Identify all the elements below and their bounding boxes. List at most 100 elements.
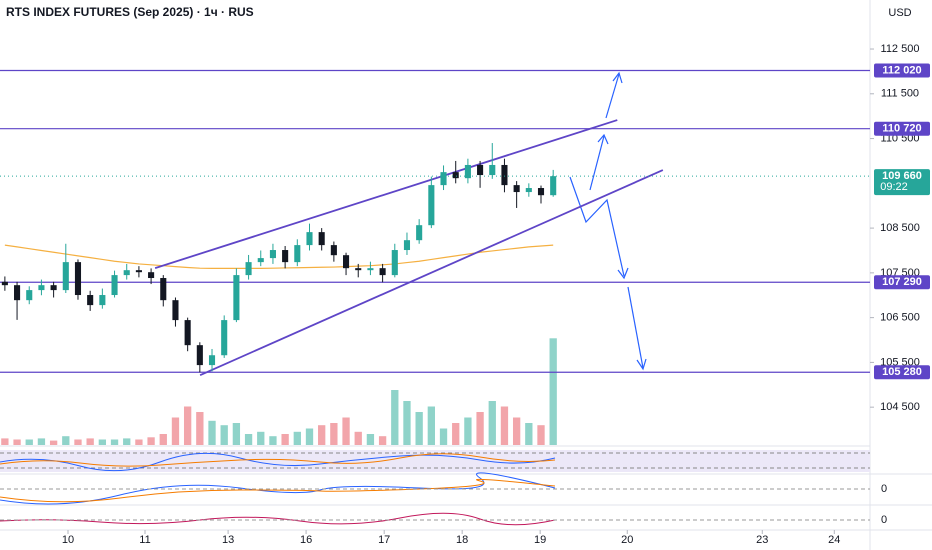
- volume-bar: [537, 425, 545, 445]
- volume-bar: [318, 425, 326, 445]
- candle-body: [269, 250, 276, 259]
- volume-bar: [330, 423, 338, 445]
- level-label: 112 020: [882, 64, 921, 76]
- level-badge: [874, 121, 930, 136]
- candle-body: [233, 275, 240, 321]
- arrow-path: [605, 73, 620, 119]
- macd-signal: [0, 478, 556, 503]
- volume-bar: [13, 439, 21, 445]
- volume-bar: [232, 423, 241, 445]
- last-price-badge: [874, 169, 930, 196]
- candle-body: [196, 345, 203, 366]
- volume-bar: [464, 417, 472, 445]
- volume-bar: [123, 438, 131, 445]
- candle-body: [501, 164, 508, 186]
- candle-body: [294, 245, 301, 263]
- volume-bar: [1, 438, 9, 445]
- moving-average: [4, 244, 554, 269]
- x-tick-label: 24: [828, 534, 840, 546]
- candle-body: [184, 320, 191, 346]
- candle-body: [513, 185, 520, 193]
- x-tick-label: 10: [62, 534, 74, 546]
- volume-bar: [549, 338, 557, 445]
- candle-body: [306, 232, 313, 246]
- candle-body: [160, 278, 167, 301]
- level-label: 105 280: [882, 366, 922, 378]
- volume-bar: [476, 412, 484, 445]
- x-tick-label: 16: [300, 534, 312, 546]
- volume-bar: [183, 406, 192, 445]
- volume-bar: [74, 439, 82, 445]
- x-tick-label: 13: [222, 534, 234, 546]
- candle-body: [525, 188, 532, 193]
- candle-body: [38, 285, 45, 291]
- candle-body: [74, 262, 82, 296]
- arrow-path: [569, 176, 625, 277]
- level-badge: [874, 275, 930, 290]
- candle-body: [148, 272, 155, 279]
- volume-bar: [354, 431, 362, 445]
- candle-body: [355, 268, 362, 271]
- volume-bar: [378, 436, 387, 445]
- volume-bar: [439, 428, 448, 445]
- candle-body: [123, 270, 130, 276]
- candle-body: [537, 188, 545, 196]
- candle-body: [99, 295, 106, 306]
- candle-body: [318, 232, 325, 246]
- candle-body: [208, 355, 216, 366]
- pane-tick-label: 0: [881, 483, 887, 495]
- volume-bar: [196, 412, 204, 445]
- volume-bar: [208, 420, 216, 445]
- volume-bar: [25, 439, 33, 445]
- candle-body: [416, 225, 423, 241]
- candle-body: [50, 285, 57, 291]
- volume-bar: [366, 434, 375, 445]
- volume-bar: [488, 401, 496, 445]
- candle-body: [391, 250, 398, 276]
- x-tick-label: 20: [621, 534, 633, 546]
- candle-body: [550, 176, 557, 196]
- level-label: 110 720: [882, 123, 921, 135]
- volume-bar: [342, 417, 350, 445]
- macd-line: [0, 472, 556, 505]
- volume-bar: [415, 412, 423, 445]
- candle-body: [221, 320, 228, 356]
- y-tick-label: 112 500: [881, 43, 920, 55]
- candle-body: [379, 268, 386, 276]
- volume-bar: [391, 390, 399, 445]
- candle-body: [282, 250, 289, 263]
- arrow-path: [627, 286, 644, 369]
- candle-body: [403, 240, 411, 251]
- last-price-label: 109 660: [882, 170, 922, 182]
- volume-bar: [512, 417, 521, 445]
- currency: USD: [888, 7, 911, 19]
- y-tick-label: 104 500: [880, 401, 920, 413]
- volume-bar: [86, 438, 94, 445]
- chart-title: RTS INDEX FUTURES (Sep 2025) · 1ч · RUS: [6, 5, 254, 19]
- volume-bar: [135, 439, 143, 445]
- countdown-label: 09:22: [880, 181, 908, 193]
- volume-bar: [269, 436, 277, 445]
- y-tick-label: 108 500: [880, 222, 920, 234]
- candle-body: [330, 245, 337, 256]
- volume-bar: [500, 406, 509, 445]
- x-tick-label: 17: [378, 534, 390, 546]
- candle-body: [440, 172, 447, 186]
- candle-body: [1, 281, 8, 286]
- volume-bar: [244, 434, 253, 445]
- candle-body: [464, 164, 471, 179]
- stoch-line: [0, 453, 556, 467]
- volume-bar: [293, 431, 301, 445]
- volume-bar: [403, 401, 411, 445]
- candle-body: [489, 164, 496, 176]
- arrowhead: [636, 358, 647, 371]
- volume-bar: [281, 434, 289, 445]
- volume-bar: [98, 439, 107, 445]
- candle-body: [62, 262, 69, 291]
- volume-bar: [62, 436, 70, 445]
- volume-bar: [147, 437, 155, 445]
- candle-body: [135, 270, 142, 273]
- arrow-path: [589, 135, 605, 191]
- candle-body: [245, 262, 252, 276]
